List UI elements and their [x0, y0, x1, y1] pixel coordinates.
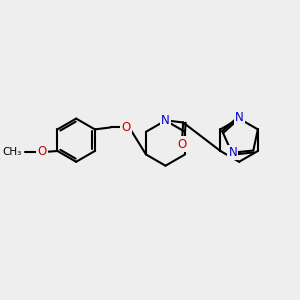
Text: O: O — [122, 121, 131, 134]
Text: N: N — [229, 146, 237, 159]
Text: N: N — [161, 114, 170, 127]
Text: O: O — [178, 138, 187, 151]
Text: N: N — [235, 111, 244, 124]
Text: CH₃: CH₃ — [3, 147, 22, 157]
Text: O: O — [37, 146, 46, 158]
